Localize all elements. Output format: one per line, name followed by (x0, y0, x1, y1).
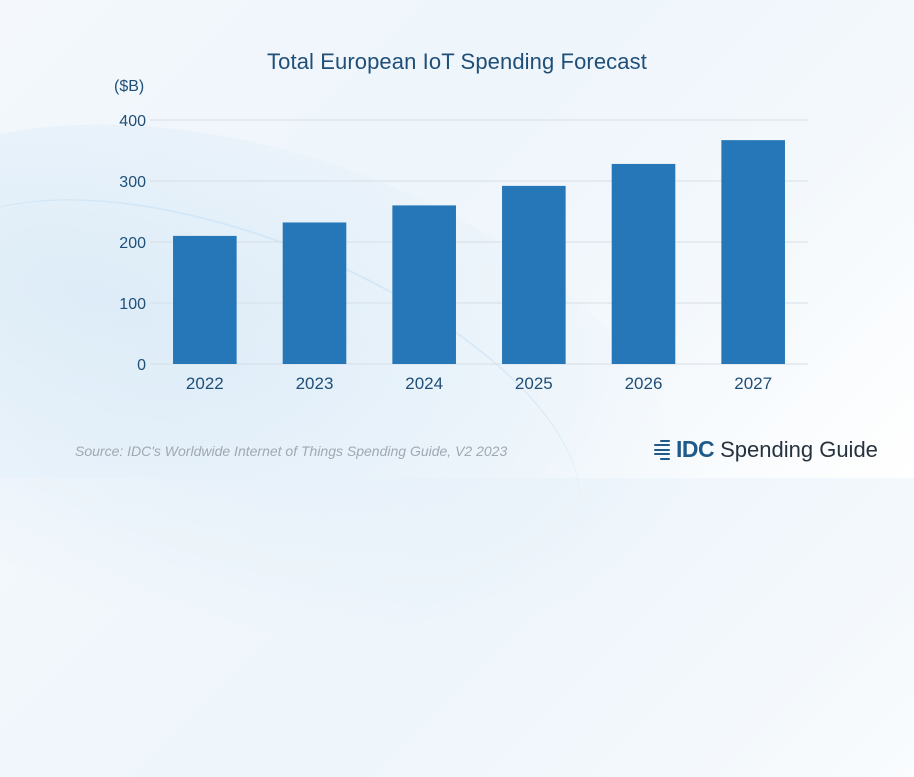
bar-2022 (173, 235, 237, 364)
idc-logo-icon (654, 439, 670, 460)
x-tick-label: 2026 (625, 374, 663, 393)
y-tick-label: 300 (119, 174, 146, 191)
brand-name: IDC (676, 436, 715, 462)
bar-2023 (282, 222, 347, 364)
x-tick-label: 2023 (296, 374, 334, 393)
bar-2024 (392, 205, 456, 364)
y-tick-label: 200 (119, 235, 146, 252)
source-note: Source: IDC's Worldwide Internet of Thin… (75, 443, 508, 459)
bar-2026 (611, 163, 676, 364)
y-tick-label: 100 (119, 296, 146, 313)
chart-title: Total European IoT Spending Forecast (267, 49, 647, 74)
idc-spending-guide-logo: IDC Spending Guide (654, 436, 878, 463)
bar-2027 (721, 140, 785, 364)
y-tick-label: 400 (119, 113, 146, 130)
y-tick-label: 0 (137, 357, 146, 374)
x-tick-label: 2025 (515, 374, 553, 393)
y-axis-unit-label: ($B) (114, 78, 145, 95)
x-tick-label: 2027 (734, 374, 772, 393)
bar-chart: 0 100 200 300 400 2022 2023 2024 2025 2026 2027 (119, 113, 808, 393)
brand-product: Spending Guide (720, 436, 878, 462)
x-tick-label: 2024 (405, 374, 443, 393)
x-tick-label: 2022 (186, 374, 224, 393)
bar-2025 (502, 185, 566, 364)
